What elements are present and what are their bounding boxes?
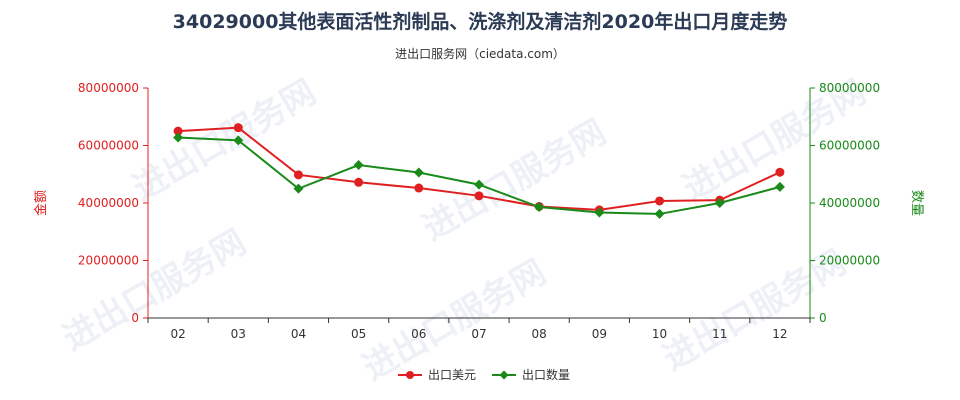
data-point	[413, 167, 424, 178]
legend-label: 出口美元	[428, 368, 476, 382]
left-tick-label: 40000000	[78, 196, 139, 210]
series-2	[173, 132, 785, 219]
right-tick-label: 20000000	[819, 254, 880, 268]
x-tick-label: 12	[772, 327, 787, 341]
data-point	[655, 196, 665, 206]
data-point	[774, 181, 785, 192]
left-tick-label: 80000000	[78, 81, 139, 95]
x-tick-label: 02	[170, 327, 185, 341]
x-tick-label: 10	[652, 327, 667, 341]
right-tick-label: 60000000	[819, 139, 880, 153]
data-point	[654, 208, 665, 219]
chart-title: 34029000其他表面活性剂制品、洗涤剂及清洁剂2020年出口月度走势	[173, 10, 788, 33]
chart-subtitle: 进出口服务网（ciedata.com）	[395, 46, 565, 61]
data-point	[714, 198, 725, 208]
x-tick-label: 11	[712, 327, 727, 341]
left-tick-label: 0	[131, 311, 139, 325]
x-tick-label: 04	[291, 327, 306, 341]
left-tick-label: 20000000	[78, 254, 139, 268]
data-point	[775, 167, 785, 177]
legend-marker	[406, 371, 414, 379]
x-tick-label: 06	[411, 327, 426, 341]
data-point	[474, 191, 484, 201]
right-tick-label: 0	[819, 311, 827, 325]
left-axis-label: 金额	[33, 190, 49, 216]
x-tick-label: 07	[471, 327, 486, 341]
data-point	[293, 170, 303, 180]
data-point	[173, 132, 184, 143]
data-point	[233, 123, 243, 133]
data-point	[173, 126, 183, 136]
data-point	[233, 135, 244, 146]
legend-label: 出口数量	[522, 367, 570, 382]
legend-item: 出口数量	[492, 367, 570, 382]
x-tick-label: 09	[592, 327, 607, 341]
data-point	[293, 183, 304, 194]
legend-item: 出口美元	[398, 368, 476, 382]
x-axis-ticks: 02 03 04 05 06 07 08 09 10 11 12	[147, 318, 811, 341]
right-axis-label: 数量	[909, 190, 924, 216]
right-tick-label: 80000000	[819, 81, 880, 95]
data-point	[594, 207, 605, 218]
x-tick-label: 08	[532, 327, 547, 341]
right-tick-label: 40000000	[819, 196, 880, 210]
left-tick-label: 60000000	[78, 139, 139, 153]
x-tick-label: 05	[351, 327, 366, 341]
data-point	[534, 202, 545, 213]
x-tick-label: 03	[231, 327, 246, 341]
watermark-text: 进出口服务网	[416, 112, 613, 249]
legend-marker	[499, 370, 509, 380]
legend: 出口美元 出口数量	[398, 367, 570, 382]
series-layer	[173, 123, 785, 219]
watermark-text: 进出口服务网	[56, 222, 253, 359]
data-point	[354, 177, 364, 187]
data-point	[353, 160, 364, 171]
data-point	[414, 183, 424, 193]
right-axis-ticks: 0 20000000 40000000 60000000 80000000	[810, 81, 880, 325]
left-axis-ticks: 0 20000000 40000000 60000000 80000000	[78, 81, 148, 325]
data-point	[474, 179, 484, 190]
